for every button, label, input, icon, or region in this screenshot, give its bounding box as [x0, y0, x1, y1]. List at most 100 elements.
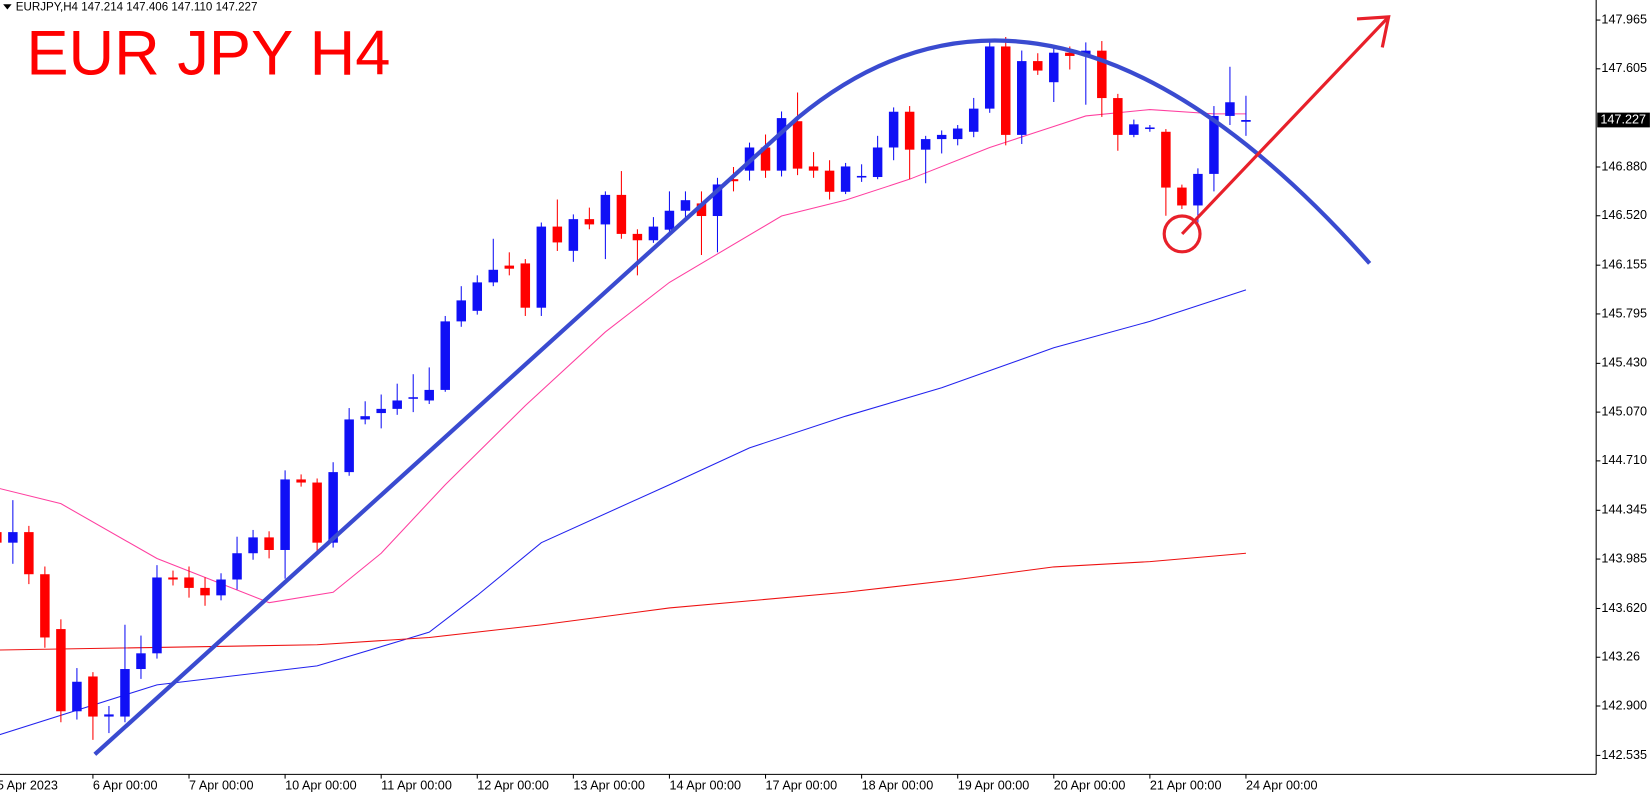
- y-tick-label: 142.900: [1601, 698, 1647, 712]
- candle-body: [24, 532, 34, 575]
- candle-body: [664, 210, 675, 230]
- candle-body: [648, 226, 659, 241]
- candle-body: [568, 219, 579, 251]
- candle-body: [936, 134, 947, 140]
- candle-body: [1161, 131, 1171, 188]
- y-tick-label: 147.965: [1601, 12, 1647, 26]
- candle-body: [840, 166, 851, 192]
- candle-body: [56, 629, 66, 712]
- symbol-header: EURJPY,H4 147.214 147.406 147.110 147.22…: [16, 1, 258, 13]
- trend-arc: [93, 38, 1372, 756]
- candle-body: [392, 400, 402, 409]
- candle-body: [600, 194, 611, 225]
- candle-body: [1225, 102, 1235, 116]
- candle-body: [376, 408, 386, 414]
- candle-body: [1241, 120, 1251, 122]
- candle-body: [968, 108, 979, 132]
- candle-body: [152, 577, 162, 654]
- candle-body: [1049, 52, 1059, 83]
- y-tick-label: 143.620: [1601, 601, 1647, 615]
- candle-body: [696, 203, 707, 217]
- x-tick-label: 19 Apr 00:00: [958, 778, 1030, 792]
- candle-body: [632, 233, 643, 241]
- candle-body: [536, 226, 547, 308]
- candle-body: [920, 139, 931, 150]
- candle-body: [312, 482, 322, 543]
- candle-body: [1033, 61, 1043, 71]
- x-tick-label: 14 Apr 00:00: [669, 778, 741, 792]
- candle-body: [120, 669, 130, 717]
- candle-body: [1129, 124, 1139, 135]
- candle-body: [952, 128, 963, 140]
- candle-body: [872, 147, 883, 178]
- candle-body: [1065, 52, 1075, 56]
- candle-body: [888, 111, 899, 148]
- candle-body: [472, 282, 483, 311]
- candle-body: [488, 269, 499, 283]
- candle-body: [440, 321, 450, 390]
- x-tick-label: 7 Apr 00:00: [189, 778, 254, 792]
- marks: [0, 36, 1251, 740]
- y-tick-label: 146.520: [1601, 208, 1647, 222]
- candle-body: [232, 553, 242, 580]
- candle-body: [424, 389, 434, 401]
- x-tick-label: 10 Apr 00:00: [285, 778, 357, 792]
- candle-body: [264, 537, 274, 550]
- annotations: [93, 15, 1391, 756]
- candle-body: [1113, 98, 1123, 135]
- moving-average: [0, 552, 1246, 651]
- candle-body: [856, 175, 867, 178]
- current-price-box: [1597, 112, 1650, 128]
- candle-body: [136, 653, 146, 670]
- x-tick-label: 21 Apr 00:00: [1150, 778, 1222, 792]
- x-tick-label: 20 Apr 00:00: [1054, 778, 1126, 792]
- candle-body: [616, 194, 627, 234]
- candle-body: [984, 46, 995, 109]
- candle-body: [456, 300, 466, 322]
- candle-body: [328, 472, 338, 543]
- y-tick-label: 142.535: [1601, 748, 1647, 762]
- x-tick-label: 6 Apr 00:00: [93, 778, 158, 792]
- candle-body: [728, 179, 739, 182]
- candle-body: [72, 681, 82, 712]
- candle-body: [824, 170, 835, 192]
- highlight-circle: [1162, 214, 1202, 254]
- candle-body: [248, 537, 258, 554]
- y-tick-label: 143.985: [1601, 551, 1647, 565]
- x-tick-label: 18 Apr 00:00: [862, 778, 934, 792]
- candle-body: [904, 111, 915, 150]
- y-tick-label: 147.605: [1601, 61, 1647, 75]
- arrow-line: [1180, 15, 1390, 235]
- y-tick-label: 145.795: [1601, 306, 1647, 320]
- y-tick-label: 144.345: [1601, 503, 1647, 517]
- moving-average: [0, 289, 1247, 736]
- current-price-label: 147.227: [1600, 112, 1646, 126]
- y-tick-label: 143.26: [1601, 650, 1640, 664]
- candle-body: [680, 200, 691, 211]
- chart-title: EUR JPY H4: [26, 19, 390, 89]
- candle-body: [296, 479, 306, 483]
- candle-body: [792, 121, 803, 169]
- x-tick-label: 12 Apr 00:00: [477, 778, 549, 792]
- candle-body: [360, 416, 370, 420]
- candle-body: [712, 184, 723, 217]
- candle-body: [776, 118, 787, 171]
- y-tick-label: 146.880: [1601, 159, 1647, 173]
- candle-body: [40, 574, 50, 638]
- candle-body: [808, 166, 819, 171]
- candle-body: [1177, 187, 1187, 206]
- candle-body: [520, 263, 531, 308]
- candle-body: [200, 587, 210, 596]
- candle-body: [584, 219, 595, 225]
- candle-body: [184, 577, 194, 588]
- candle-body: [408, 397, 418, 399]
- candle-body: [216, 579, 226, 596]
- candle-body: [104, 714, 114, 717]
- candle-body: [1097, 50, 1107, 99]
- candle-body: [1209, 115, 1219, 174]
- candle-body: [760, 147, 771, 171]
- y-tick-label: 145.070: [1601, 404, 1647, 418]
- candle-body: [168, 577, 178, 580]
